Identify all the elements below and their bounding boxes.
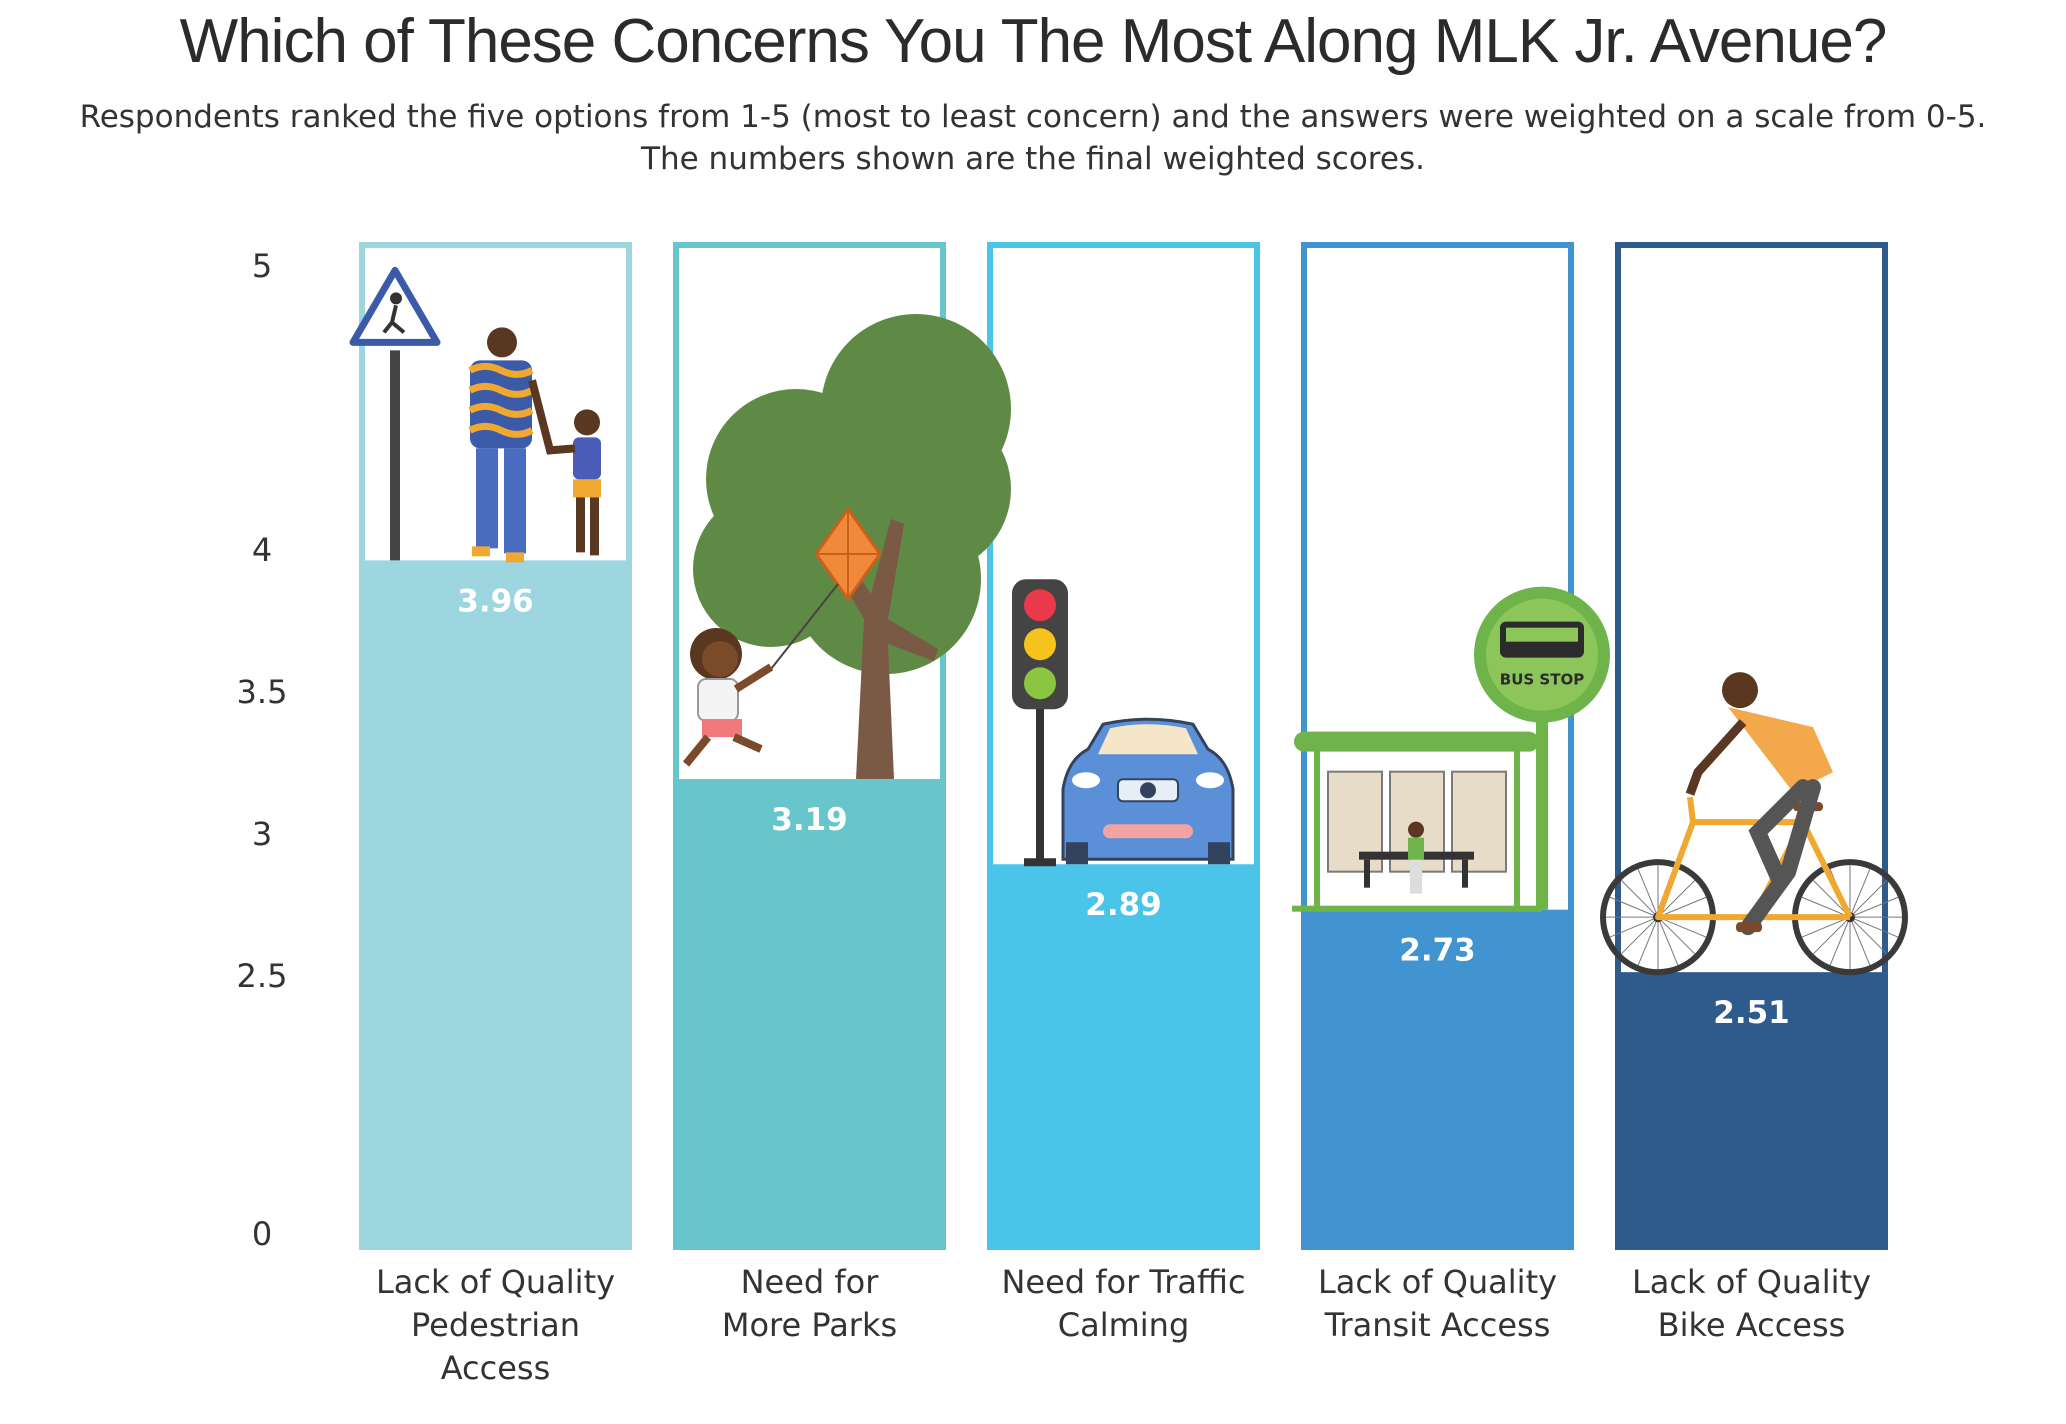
car-wheel [1208, 842, 1230, 865]
car-headlight [1196, 772, 1224, 789]
child-leg [590, 497, 599, 556]
y-tick-label: 0 [252, 1215, 272, 1253]
category-label: Lack of Quality [1632, 1263, 1871, 1301]
shelter-ground [1292, 905, 1542, 912]
bar [1304, 909, 1571, 1247]
category-label: Access [441, 1349, 551, 1387]
category-label: Lack of Quality [376, 1263, 615, 1301]
bar [362, 560, 629, 1247]
park-kite-illustration [682, 314, 1011, 780]
category-labels: Lack of Quality Pedestrian Access Need for M… [376, 1263, 1871, 1387]
rider-shirt [1728, 707, 1833, 793]
light-pole-base [1024, 858, 1056, 867]
child-leg [576, 497, 585, 553]
kid-face [702, 641, 738, 678]
father-leg-right [504, 448, 526, 554]
data-labels: 3.96 3.19 2.89 2.73 2.51 [457, 583, 1790, 1031]
sign-figure-head [390, 292, 402, 305]
category-label: Need for [741, 1263, 880, 1301]
holding-hands [528, 379, 576, 455]
car-wheel [1066, 842, 1088, 865]
passenger-body [1408, 837, 1424, 860]
tree-canopy [841, 404, 1011, 575]
rider-shoe [1736, 922, 1762, 933]
bar [676, 779, 943, 1247]
shelter-post [1514, 749, 1520, 910]
y-axis: 0 2.5 3 3.5 4 5 [237, 247, 288, 1253]
y-tick-label: 3 [252, 815, 272, 853]
rider-head [1722, 672, 1758, 709]
chart-title: Which of These Concerns You The Most Alo… [179, 7, 1888, 76]
bar [1618, 972, 1885, 1247]
category-label: Calming [1058, 1306, 1190, 1344]
shelter-post [1314, 749, 1320, 910]
traffic-calming-illustration [1012, 579, 1235, 867]
bench-leg [1364, 859, 1370, 888]
data-label: 2.89 [1085, 887, 1162, 923]
category-label: Bike Access [1658, 1306, 1846, 1344]
data-label: 3.19 [771, 802, 848, 838]
rider-arm [1685, 719, 1747, 796]
chart-subtitle: Respondents ranked the five options from… [79, 99, 1987, 177]
passenger-head [1408, 821, 1424, 838]
father-shoe [506, 552, 524, 563]
red-light [1024, 589, 1056, 622]
car-windshield [1098, 724, 1198, 755]
kid-arm [733, 663, 774, 693]
yellow-light [1024, 628, 1056, 661]
bar [990, 864, 1257, 1247]
shirt-stripe [468, 362, 534, 378]
sign-figure-body [382, 304, 406, 334]
car-bumper [1103, 824, 1193, 839]
bus-stop-illustration: BUS STOP [1292, 586, 1610, 912]
category-label: Transit Access [1324, 1306, 1551, 1344]
bus-stop-sign-text: BUS STOP [1500, 671, 1584, 689]
passenger-legs [1410, 859, 1422, 894]
bench-leg [1462, 859, 1468, 888]
shirt-stripe [468, 382, 534, 398]
illustrations: BUS STOP [349, 266, 1908, 976]
kid-shirt [697, 678, 739, 723]
y-tick-label: 5 [252, 247, 272, 285]
category-label: More Parks [722, 1306, 897, 1344]
data-label: 3.96 [457, 583, 534, 619]
kid-shorts [702, 719, 742, 738]
pedestrian-family-illustration [349, 266, 601, 563]
kite-frame [816, 509, 880, 600]
bus-windows [1506, 627, 1578, 642]
rider-legs [1740, 779, 1821, 936]
child-shorts [573, 479, 601, 498]
kite-string [770, 583, 839, 670]
child-top [573, 437, 601, 480]
category-label: Pedestrian [411, 1306, 580, 1344]
bike-illustration [1600, 672, 1908, 976]
father-leg-left [476, 448, 498, 549]
shelter-roof [1294, 731, 1539, 752]
father-shoe [472, 546, 490, 557]
data-label: 2.73 [1399, 933, 1476, 969]
shirt-stripe [468, 422, 534, 438]
kid-legs [682, 733, 763, 767]
sign-post [390, 350, 400, 561]
car-headlight [1072, 772, 1100, 789]
father-head [487, 327, 517, 358]
light-pole [1036, 694, 1044, 865]
y-tick-label: 3.5 [237, 673, 288, 711]
child-head [574, 409, 600, 436]
category-label: Need for Traffic [1001, 1263, 1245, 1301]
shirt-stripe [468, 402, 534, 418]
green-light [1024, 667, 1056, 700]
sign-pole [1536, 714, 1548, 910]
shelter-glass-panel [1451, 770, 1507, 873]
data-label: 2.51 [1713, 995, 1790, 1031]
car-logo [1140, 782, 1156, 799]
y-tick-label: 2.5 [237, 957, 288, 995]
category-label: Lack of Quality [1318, 1263, 1557, 1301]
y-tick-label: 4 [252, 531, 272, 569]
